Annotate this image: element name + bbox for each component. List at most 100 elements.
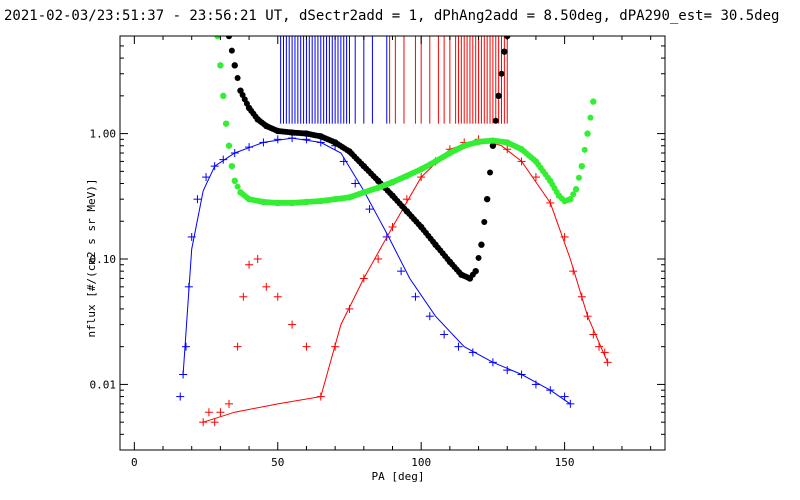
point-series-2-25 bbox=[495, 92, 502, 100]
point-series-1-19 bbox=[402, 195, 411, 204]
point-series-1-1 bbox=[204, 408, 213, 417]
y-tick-label-2: 1.00 bbox=[90, 128, 117, 141]
x-tick-label-3: 150 bbox=[555, 456, 575, 469]
curve-dot-series-2-3-3 bbox=[252, 113, 259, 120]
curve-dot-series-3-26-5 bbox=[516, 145, 523, 152]
curve-dot-series-2-1-1 bbox=[234, 75, 241, 82]
point-series-0-2 bbox=[181, 342, 190, 351]
point-series-1-34 bbox=[589, 330, 598, 339]
plot-area bbox=[176, 36, 612, 427]
series-1 bbox=[199, 36, 612, 427]
point-series-0-23 bbox=[425, 312, 434, 321]
point-series-0-18 bbox=[351, 179, 360, 188]
point-series-0-7 bbox=[210, 162, 219, 171]
curve-dot-series-3-35-1 bbox=[587, 114, 594, 121]
curve-dot-series-3-19-5 bbox=[415, 167, 422, 174]
point-series-0-9 bbox=[230, 149, 239, 158]
curve-dot-series-2-2-3 bbox=[243, 100, 250, 107]
point-series-0-32 bbox=[560, 392, 569, 401]
point-series-3-5 bbox=[228, 162, 236, 170]
curve-dot-series-3-8-5 bbox=[258, 198, 265, 205]
y-tick-label-1: 0.10 bbox=[90, 253, 117, 266]
point-series-0-0 bbox=[176, 392, 185, 401]
point-series-0-28 bbox=[503, 366, 512, 375]
chart-title: 2021-02-03/23:51:37 - 23:56:21 UT, dSect… bbox=[4, 8, 779, 24]
series-2 bbox=[225, 36, 511, 282]
x-tick-label-1: 50 bbox=[271, 456, 284, 469]
point-series-0-5 bbox=[193, 195, 202, 204]
point-series-3-6 bbox=[231, 177, 238, 185]
curve-dot-series-3-29-3 bbox=[553, 188, 560, 195]
point-series-1-18 bbox=[388, 222, 397, 231]
point-series-1-8 bbox=[253, 255, 262, 264]
point-series-1-27 bbox=[517, 157, 526, 166]
curve-dot-series-3-11-5 bbox=[301, 199, 308, 206]
point-series-1-16 bbox=[359, 274, 368, 283]
curve-dot-series-3-33-1 bbox=[575, 174, 582, 181]
point-series-0-12 bbox=[273, 135, 282, 144]
point-series-2-22 bbox=[478, 241, 485, 248]
point-series-1-0 bbox=[199, 418, 208, 427]
point-series-3-33 bbox=[572, 186, 580, 193]
point-series-3-36 bbox=[590, 98, 597, 105]
curve-dot-series-3-24-5 bbox=[487, 137, 494, 144]
point-series-0-30 bbox=[531, 380, 540, 389]
point-series-1-14 bbox=[331, 342, 340, 351]
data-layer bbox=[176, 36, 612, 427]
point-series-0-27 bbox=[488, 358, 497, 367]
curve-dot-series-3-31-1 bbox=[564, 197, 571, 204]
point-series-1-30 bbox=[560, 232, 569, 241]
curve-dot-series-2-18-4 bbox=[456, 269, 463, 276]
curve-dot-series-3-6-1 bbox=[234, 183, 241, 190]
curve-dot-series-2-24-1 bbox=[492, 117, 499, 124]
point-series-1-2 bbox=[210, 418, 219, 427]
x-tick-label-2: 100 bbox=[411, 456, 431, 469]
point-series-0-3 bbox=[184, 282, 193, 291]
point-series-2-0 bbox=[225, 36, 233, 40]
point-series-1-12 bbox=[302, 342, 311, 351]
point-series-1-26 bbox=[503, 145, 512, 154]
point-series-1-20 bbox=[417, 173, 426, 182]
x-axis-label: PA [deg] bbox=[372, 470, 425, 483]
point-series-1-29 bbox=[546, 198, 555, 207]
point-series-0-6 bbox=[202, 173, 211, 182]
point-series-2-23 bbox=[483, 195, 491, 203]
curve-dot-series-2-10-5 bbox=[344, 146, 351, 153]
series-3 bbox=[214, 36, 597, 207]
point-series-1-9 bbox=[262, 282, 271, 291]
curve-dot-series-3-21-5 bbox=[444, 151, 451, 158]
curve-dot-series-3-23-5 bbox=[473, 139, 480, 146]
curve-dot-series-3-14-5 bbox=[344, 194, 351, 201]
curve-dot-series-3-20-5 bbox=[430, 159, 437, 166]
curve-dot-series-2-25-1 bbox=[498, 70, 505, 77]
curve-dot-series-2-5-4 bbox=[272, 126, 279, 133]
curve-dot-series-2-8-5 bbox=[315, 132, 322, 139]
point-series-3-4 bbox=[225, 142, 233, 149]
curve-dot-series-3-12-5 bbox=[315, 198, 322, 205]
point-series-3-1 bbox=[217, 62, 224, 69]
point-series-1-28 bbox=[531, 173, 540, 182]
point-series-0-1 bbox=[179, 370, 188, 379]
point-series-3-35 bbox=[584, 130, 591, 137]
point-series-0-17 bbox=[339, 157, 348, 166]
curve-dot-series-3-22-5 bbox=[458, 143, 465, 150]
point-series-3-3 bbox=[222, 120, 230, 127]
curve-dot-series-2-19-3 bbox=[464, 274, 471, 281]
point-series-0-8 bbox=[219, 155, 228, 164]
point-series-1-15 bbox=[345, 304, 354, 313]
curve-dot-series-3-15-5 bbox=[358, 190, 365, 197]
curve-dot-series-2-9-5 bbox=[329, 138, 336, 145]
curve-dot-series-2-13-5 bbox=[387, 190, 394, 197]
point-series-1-17 bbox=[374, 255, 383, 264]
point-series-0-21 bbox=[397, 267, 406, 276]
point-series-2-26 bbox=[501, 48, 508, 55]
curve-dot-series-3-7-3 bbox=[243, 194, 250, 201]
curve-dot-series-2-4-3 bbox=[261, 121, 268, 128]
point-series-3-2 bbox=[220, 92, 227, 100]
curve-dot-series-2-0-1 bbox=[228, 47, 235, 54]
curve-dot-series-2-7-5 bbox=[301, 130, 308, 137]
point-series-0-24 bbox=[440, 330, 449, 339]
series-line-1 bbox=[203, 138, 609, 423]
point-series-0-11 bbox=[259, 138, 268, 147]
